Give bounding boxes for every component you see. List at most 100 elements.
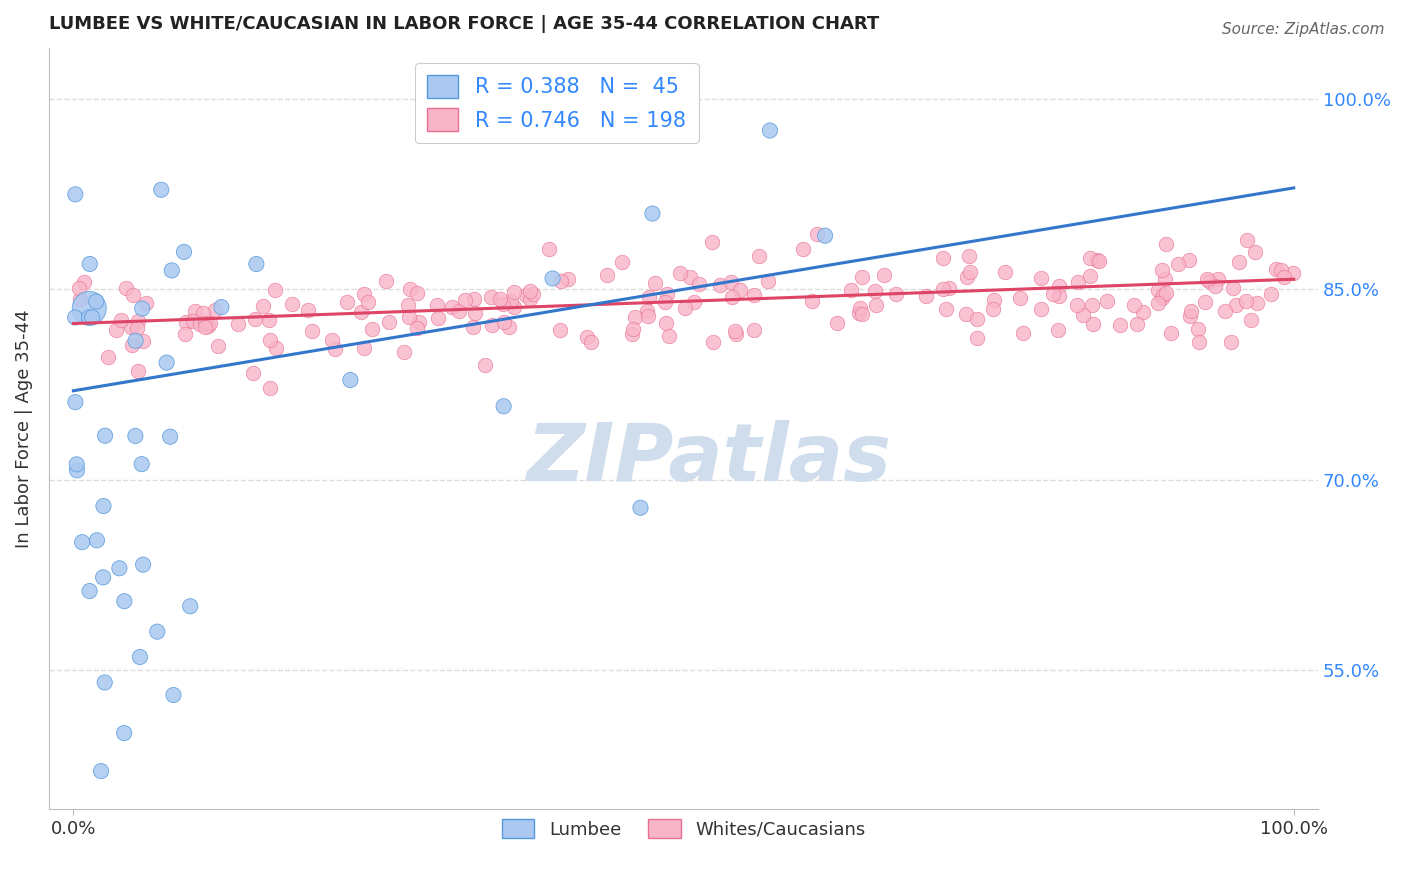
Point [1206, 271, 1229, 285]
Point [357, 295, 380, 310]
Point [125, 320, 148, 334]
Point [1195, 272, 1218, 286]
Point [966, 331, 988, 345]
Point [1187, 322, 1209, 336]
Point [79, 257, 101, 271]
Point [1234, 294, 1257, 309]
Point [720, 290, 742, 304]
Point [1204, 279, 1226, 293]
Point [353, 342, 375, 356]
Point [1011, 326, 1033, 341]
Point [121, 338, 143, 352]
Point [194, 320, 217, 334]
Point [679, 270, 702, 285]
Point [1188, 335, 1211, 350]
Point [956, 269, 979, 284]
Point [849, 301, 872, 315]
Point [884, 286, 907, 301]
Point [728, 284, 751, 298]
Point [673, 301, 696, 315]
Point [1264, 261, 1286, 276]
Point [252, 299, 274, 313]
Point [204, 302, 226, 317]
Point [110, 312, 132, 326]
Point [66, 463, 89, 477]
Point [1246, 296, 1268, 310]
Point [983, 293, 1005, 308]
Point [67, 281, 90, 295]
Point [183, 303, 205, 318]
Point [93, 675, 115, 690]
Point [1153, 272, 1175, 286]
Point [105, 323, 128, 337]
Point [179, 599, 201, 614]
Point [1147, 296, 1170, 310]
Point [281, 296, 304, 310]
Point [994, 265, 1017, 279]
Point [426, 298, 449, 312]
Point [127, 314, 149, 328]
Point [461, 320, 484, 334]
Point [194, 316, 217, 330]
Y-axis label: In Labor Force | Age 35-44: In Labor Force | Age 35-44 [15, 310, 32, 548]
Point [1180, 304, 1202, 318]
Point [1147, 283, 1170, 297]
Point [321, 333, 343, 347]
Point [398, 310, 420, 325]
Point [361, 321, 384, 335]
Point [636, 304, 658, 318]
Point [336, 295, 359, 310]
Point [65, 187, 87, 202]
Point [200, 316, 222, 330]
Point [257, 313, 280, 327]
Point [454, 293, 477, 307]
Point [259, 333, 281, 347]
Point [669, 266, 692, 280]
Point [79, 584, 101, 599]
Legend: Lumbee, Whites/Caucasians: Lumbee, Whites/Caucasians [495, 812, 873, 846]
Point [63, 310, 86, 325]
Point [378, 315, 401, 329]
Point [541, 271, 564, 285]
Point [131, 301, 153, 316]
Point [121, 287, 143, 301]
Point [742, 288, 765, 302]
Point [1109, 318, 1132, 332]
Point [1122, 298, 1144, 312]
Point [77, 301, 100, 316]
Point [792, 242, 814, 256]
Point [658, 329, 681, 343]
Point [931, 282, 953, 296]
Point [1095, 293, 1118, 308]
Point [162, 688, 184, 702]
Point [197, 319, 219, 334]
Point [405, 321, 427, 335]
Point [135, 296, 157, 310]
Point [806, 227, 828, 242]
Point [630, 500, 652, 515]
Point [1126, 318, 1149, 332]
Point [129, 650, 152, 665]
Point [644, 276, 666, 290]
Point [1272, 269, 1295, 284]
Point [502, 285, 524, 300]
Point [479, 290, 502, 304]
Point [742, 323, 765, 337]
Point [441, 300, 464, 314]
Point [242, 367, 264, 381]
Point [1194, 295, 1216, 310]
Point [522, 287, 544, 301]
Point [226, 317, 249, 331]
Point [720, 275, 742, 289]
Point [191, 306, 214, 320]
Point [1047, 288, 1070, 302]
Point [863, 285, 886, 299]
Point [1270, 263, 1292, 277]
Point [159, 430, 181, 444]
Point [181, 314, 204, 328]
Point [146, 624, 169, 639]
Point [492, 314, 515, 328]
Point [641, 206, 664, 220]
Point [93, 499, 115, 513]
Point [503, 300, 526, 314]
